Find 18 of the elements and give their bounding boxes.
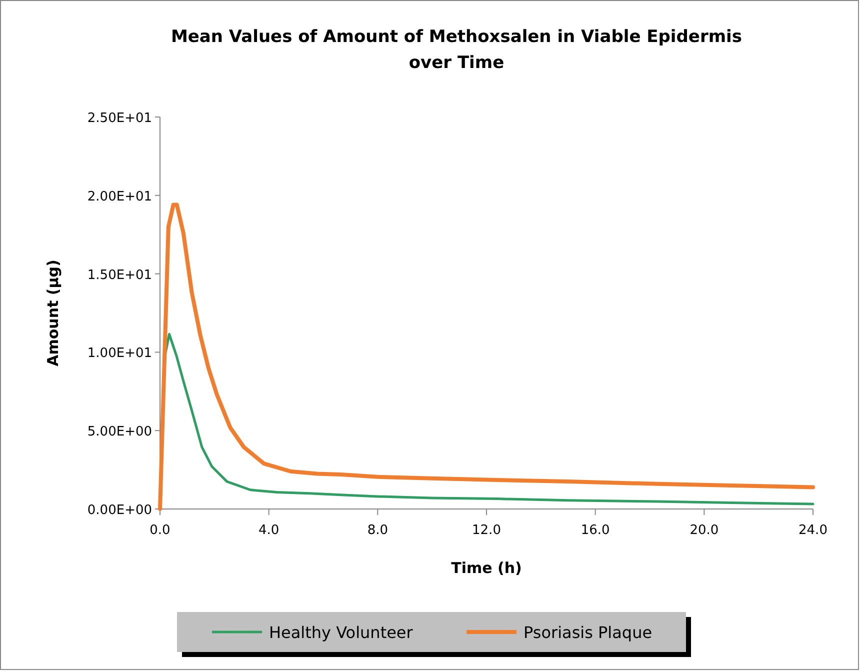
y-tick-label: 2.00E+01 <box>87 189 152 204</box>
x-tick-label: 16.0 <box>580 523 610 538</box>
chart-title: Mean Values of Amount of Methoxsalen in Viable Epidermis over Time <box>170 27 742 73</box>
legend-label: Psoriasis Plaque <box>524 623 652 642</box>
legend-label: Healthy Volunteer <box>269 623 414 642</box>
x-tick-label: 20.0 <box>690 523 719 538</box>
y-tick-label: 2.50E+01 <box>87 111 152 126</box>
y-tick-label: 1.50E+01 <box>87 268 152 283</box>
y-axis-title: Amount (µg) <box>44 260 62 366</box>
x-tick-label: 4.0 <box>258 523 280 538</box>
y-tick-label: 0.00E+00 <box>87 503 152 518</box>
y-tick-label: 1.00E+01 <box>87 346 152 362</box>
y-tick-label: 5.00E+00 <box>87 424 152 440</box>
x-tick-label: 8.0 <box>367 523 388 538</box>
x-axis-title: Time (h) <box>451 559 522 577</box>
x-tick-label: 0.0 <box>150 523 170 538</box>
x-tick-label: 12.0 <box>472 523 501 538</box>
x-tick-label: 24.0 <box>798 523 828 538</box>
